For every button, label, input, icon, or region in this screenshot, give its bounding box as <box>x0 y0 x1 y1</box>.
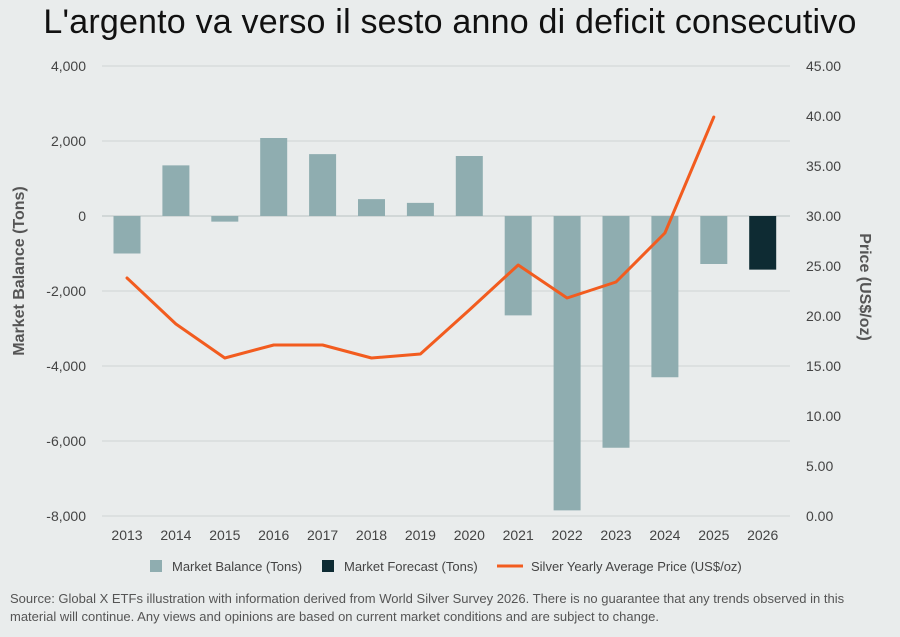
balance-bar <box>700 216 728 264</box>
legend-balance-swatch <box>150 560 162 572</box>
legend-price-label: Silver Yearly Average Price (US$/oz) <box>531 559 742 574</box>
balance-bar <box>162 165 190 216</box>
balance-bar <box>602 216 630 448</box>
y-tick-label: -6,000 <box>46 433 86 449</box>
balance-bar <box>651 216 679 378</box>
y-tick-label: 2,000 <box>51 133 86 149</box>
x-tick-label: 2022 <box>552 527 583 543</box>
x-tick-label: 2021 <box>503 527 534 543</box>
x-tick-label: 2024 <box>649 527 680 543</box>
y2-tick-label: 10.00 <box>806 408 841 424</box>
balance-bar <box>309 154 337 216</box>
balance-bar <box>211 216 239 222</box>
y2-tick-label: 35.00 <box>806 158 841 174</box>
x-tick-label: 2016 <box>258 527 289 543</box>
y2-tick-label: 40.00 <box>806 108 841 124</box>
x-tick-label: 2023 <box>600 527 631 543</box>
x-tick-label: 2014 <box>160 527 191 543</box>
y2-tick-label: 15.00 <box>806 358 841 374</box>
balance-bar <box>455 156 483 216</box>
balance-bar <box>358 199 385 216</box>
balance-bar <box>406 202 434 216</box>
y2-tick-label: 30.00 <box>806 208 841 224</box>
x-tick-label: 2026 <box>747 527 778 543</box>
forecast-bar <box>749 216 777 270</box>
y-axis-title: Market Balance (Tons) <box>11 186 28 356</box>
y2-tick-label: 0.00 <box>806 508 833 524</box>
y2-tick-label: 45.00 <box>806 58 841 74</box>
legend-balance-label: Market Balance (Tons) <box>172 559 302 574</box>
price-line <box>125 115 716 360</box>
y2-axis-title: Price (US$/oz) <box>856 233 873 341</box>
balance-bar <box>260 138 288 216</box>
y2-tick-label: 20.00 <box>806 308 841 324</box>
x-tick-label: 2025 <box>698 527 729 543</box>
bars <box>113 138 777 511</box>
legend-forecast-label: Market Forecast (Tons) <box>344 559 478 574</box>
y-tick-label: 4,000 <box>51 58 86 74</box>
source-note: Source: Global X ETFs illustration with … <box>10 591 845 624</box>
gridlines <box>102 65 790 517</box>
legend: Market Balance (Tons) Market Forecast (To… <box>150 559 742 574</box>
y2-tick-label: 5.00 <box>806 458 833 474</box>
y-tick-label: -2,000 <box>46 283 86 299</box>
y-tick-label: 0 <box>78 208 86 224</box>
x-tick-label: 2017 <box>307 527 338 543</box>
chart-title: L'argento va verso il sesto anno di defi… <box>43 3 857 41</box>
balance-bar <box>553 216 581 511</box>
x-tick-label: 2018 <box>356 527 387 543</box>
legend-forecast-swatch <box>322 560 334 572</box>
balance-bar <box>113 216 141 254</box>
x-tick-label: 2019 <box>405 527 436 543</box>
legend-price: Silver Yearly Average Price (US$/oz) <box>497 559 742 574</box>
y2-tick-label: 25.00 <box>806 258 841 274</box>
price-line-layer <box>125 115 716 360</box>
x-tick-label: 2015 <box>209 527 240 543</box>
legend-forecast: Market Forecast (Tons) <box>322 559 478 574</box>
x-tick-label: 2013 <box>111 527 142 543</box>
y-tick-label: -8,000 <box>46 508 86 524</box>
chart: 4,000 2,000 0 -2,000 -4,000 -6,000 -8,000 45.00… <box>11 58 873 574</box>
y-tick-label: -4,000 <box>46 358 86 374</box>
x-tick-label: 2020 <box>454 527 485 543</box>
axes: 4,000 2,000 0 -2,000 -4,000 -6,000 -8,000 45.00… <box>11 58 873 543</box>
legend-balance: Market Balance (Tons) <box>150 559 302 574</box>
